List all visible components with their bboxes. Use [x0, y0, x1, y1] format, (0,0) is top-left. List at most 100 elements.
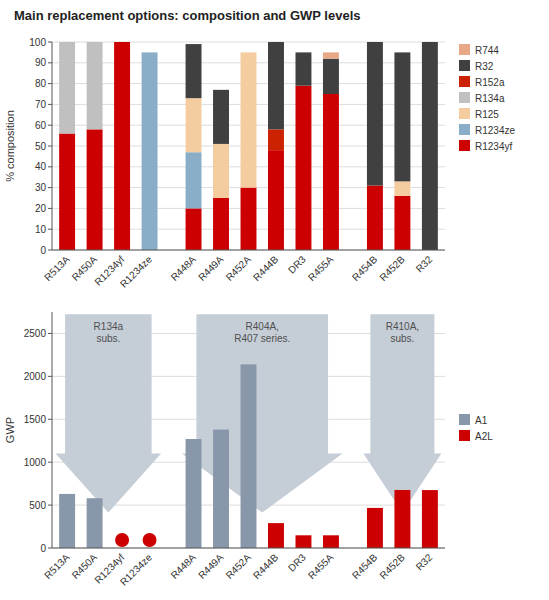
y-tick: [48, 505, 52, 506]
annotation-line: R404A,: [246, 321, 279, 332]
y-axis-line: [52, 312, 53, 548]
bar: [213, 144, 229, 198]
grid-line: [52, 250, 445, 251]
bar: [241, 52, 257, 53]
bar: [295, 52, 311, 85]
bar: [186, 439, 202, 548]
legend: A1A2L: [459, 414, 493, 442]
bar-marker: [143, 533, 157, 547]
bar: [323, 535, 339, 548]
bar: [114, 42, 130, 43]
annotation-line: R407 series.: [234, 333, 290, 344]
bar: [186, 439, 202, 440]
legend-label: R744: [475, 45, 499, 56]
legend-label: R134a: [475, 93, 505, 104]
bar: [87, 42, 103, 129]
page: {"chart_data": [ {"type": "bar", "stacke…: [0, 0, 549, 600]
bar: [213, 429, 229, 430]
legend-swatch: [459, 76, 470, 87]
bars: [59, 364, 438, 548]
y-tick-label: 50: [35, 141, 47, 152]
plot-area: [56, 314, 442, 548]
legend-swatch: [459, 430, 470, 441]
x-tick-label: R449A: [196, 253, 226, 283]
legend-label: R1234yf: [475, 141, 512, 152]
bar: [241, 364, 257, 365]
x-tick-label: R452B: [377, 551, 407, 581]
y-tick-label: 40: [35, 161, 47, 172]
bar: [394, 490, 410, 548]
bar: [295, 535, 311, 548]
chart-title: Main replacement options: composition an…: [14, 8, 361, 23]
legend-swatch: [459, 60, 470, 71]
y-tick-label: 1500: [24, 414, 47, 425]
x-tick-label: DR3: [286, 551, 308, 573]
legend-label: R1234ze: [475, 125, 515, 136]
x-axis-line: [52, 250, 445, 251]
bar: [87, 42, 103, 43]
annotation-label: R134asubs.: [94, 321, 124, 344]
bar: [241, 52, 257, 187]
bar: [323, 94, 339, 250]
bar: [213, 198, 229, 250]
x-tick-label: R449A: [196, 551, 226, 581]
annotation-line: R134a: [94, 321, 124, 332]
bar: [114, 42, 130, 43]
y-axis-label: GWP: [4, 417, 16, 443]
bar: [394, 52, 410, 53]
y-tick: [48, 104, 52, 105]
annotation-line: R410A,: [386, 321, 419, 332]
y-tick: [48, 187, 52, 188]
bar: [114, 42, 130, 43]
legend-swatch: [459, 140, 470, 151]
x-tick-label: R32: [414, 551, 435, 572]
y-tick-label: 100: [29, 37, 46, 48]
x-tick-label: R455A: [306, 253, 336, 283]
x-tick-label: R1234ze: [118, 253, 154, 289]
bar: [241, 52, 257, 53]
annotation-arrow: [363, 314, 441, 512]
x-tick-label: R452A: [224, 551, 254, 581]
bars: [59, 42, 438, 250]
bar: [87, 129, 103, 250]
x-tick-label: DR3: [286, 253, 308, 275]
legend-swatch: [459, 108, 470, 119]
y-tick-label: 10: [35, 224, 47, 235]
bar: [114, 42, 130, 250]
bar: [268, 129, 284, 150]
annotation-arrow: [56, 314, 162, 512]
x-tick-label: R444B: [251, 551, 281, 581]
y-tick: [48, 125, 52, 126]
legend-label: R32: [475, 61, 494, 72]
y-tick: [48, 146, 52, 147]
bar: [142, 52, 158, 250]
y-tick: [48, 208, 52, 209]
annotation-label: R410A,subs.: [386, 321, 419, 344]
y-tick-label: 0: [40, 245, 46, 256]
bar: [241, 52, 257, 53]
bar: [323, 59, 339, 94]
x-tick-label: R32: [414, 253, 435, 274]
legend-label: A2L: [475, 431, 493, 442]
bar: [295, 86, 311, 250]
bar: [241, 188, 257, 250]
bar: [394, 52, 410, 181]
annotation-label: R404A,R407 series.: [234, 321, 290, 344]
legend-label: A1: [475, 415, 488, 426]
bar: [114, 42, 130, 43]
bar: [142, 52, 158, 53]
y-tick: [48, 229, 52, 230]
y-tick-label: 1000: [24, 457, 47, 468]
bar: [59, 42, 75, 43]
bar: [114, 42, 130, 43]
x-tick-label: R444B: [251, 253, 281, 283]
bar: [142, 52, 158, 53]
bar: [213, 89, 229, 90]
annotation-line: subs.: [96, 333, 120, 344]
x-axis-line: [52, 548, 445, 549]
bar: [394, 181, 410, 196]
y-tick: [48, 333, 52, 334]
bar: [213, 430, 229, 548]
bar: [367, 42, 383, 43]
bar: [59, 493, 75, 494]
